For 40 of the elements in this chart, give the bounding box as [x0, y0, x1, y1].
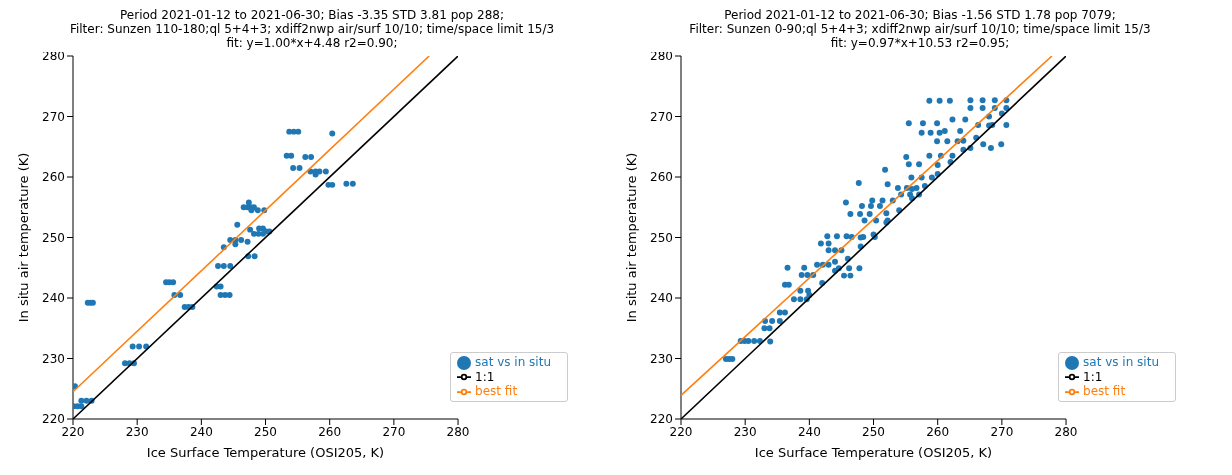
y-tick-label: 220 — [650, 412, 673, 427]
x-axis-title: Ice Surface Temperature (OSI205, K) — [146, 445, 385, 460]
x-tick-label: 220 — [61, 424, 85, 439]
x-tick-label: 230 — [733, 424, 757, 439]
chart-title: Period 2021-01-12 to 2021-06-30; Bias -1.56 STD 1.78 pop 7079; Filter: Sunzen 0-90;ql 5+4+3; xdiff2nwp air/surf 10/10; time/space limit 15/3 fit: y=0.97*x+10.53 r2=0.95; — [689, 8, 1151, 50]
x-tick-label: 260 — [926, 424, 950, 439]
y-axis-title: In situ air temperature (K) — [15, 152, 31, 323]
x-tick-label: 240 — [797, 424, 821, 439]
x-tick-label: 270 — [990, 424, 1014, 439]
y-tick-label: 250 — [42, 230, 65, 245]
y-tick-label: 240 — [650, 291, 673, 306]
y-tick-label: 260 — [42, 170, 65, 185]
y-tick-label: 270 — [650, 109, 673, 124]
legend-label: sat vs in situ — [1083, 355, 1159, 369]
y-tick-label: 280 — [650, 49, 673, 64]
x-tick-label: 220 — [669, 424, 693, 439]
chart-title: Period 2021-01-12 to 2021-06-30; Bias -3.35 STD 3.81 pop 288; Filter: Sunzen 110-180;ql 5+4+3; xdiff2nwp air/surf 10/10; time/space limit 15/3 fit: y=1.00*x+4.48 r2=0.90; — [69, 8, 555, 50]
y-tick-label: 250 — [650, 230, 673, 245]
x-tick-label: 260 — [318, 424, 342, 439]
x-axis-title: Ice Surface Temperature (OSI205, K) — [754, 445, 993, 460]
legend-label: best fit — [1083, 384, 1126, 398]
x-tick-label: 280 — [446, 424, 470, 439]
y-tick-label: 260 — [650, 170, 673, 185]
y-tick-label: 230 — [650, 351, 673, 366]
y-tick-label: 230 — [42, 351, 65, 366]
legend-label: sat vs in situ — [475, 355, 551, 369]
legend-label: 1:1 — [1083, 369, 1103, 384]
y-tick-label: 220 — [42, 412, 65, 427]
y-tick-label: 280 — [42, 49, 65, 64]
y-tick-label: 270 — [42, 109, 65, 124]
x-tick-label: 250 — [254, 424, 277, 439]
legend-label: best fit — [475, 384, 518, 398]
x-tick-label: 250 — [862, 424, 885, 439]
y-tick-label: 240 — [42, 291, 65, 306]
y-axis-title: In situ air temperature (K) — [623, 152, 639, 323]
x-tick-label: 280 — [1054, 424, 1078, 439]
x-tick-label: 240 — [189, 424, 213, 439]
x-tick-label: 230 — [125, 424, 149, 439]
x-tick-label: 270 — [382, 424, 406, 439]
legend-label: 1:1 — [475, 369, 495, 384]
